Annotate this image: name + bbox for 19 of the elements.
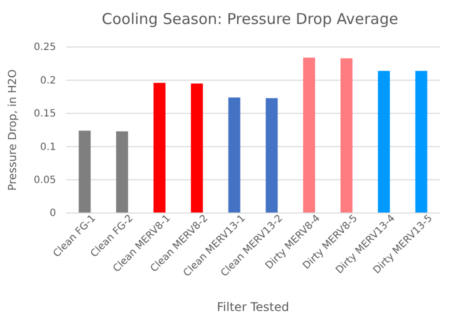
y-tick-label: 0 [50, 208, 56, 220]
y-tick-label: 0.2 [40, 75, 56, 86]
bar [228, 97, 240, 213]
y-tick-label: 0.05 [34, 175, 56, 186]
bar [78, 130, 91, 213]
bar [116, 131, 128, 213]
y-tick-label: 0.15 [34, 108, 56, 120]
y-tick-label: 0.1 [40, 142, 56, 153]
bar [415, 70, 428, 213]
bar [378, 70, 390, 213]
bar [340, 58, 352, 213]
bar [154, 82, 166, 213]
bar [266, 98, 278, 213]
bar [190, 84, 203, 213]
y-tick-label: 0.25 [34, 42, 56, 54]
bar [303, 58, 316, 213]
x-axis-title: Filter Tested [216, 300, 290, 314]
chart-title: Cooling Season: Pressure Drop Average [102, 10, 398, 28]
y-axis-title: Pressure Drop, in H2O [6, 68, 19, 191]
